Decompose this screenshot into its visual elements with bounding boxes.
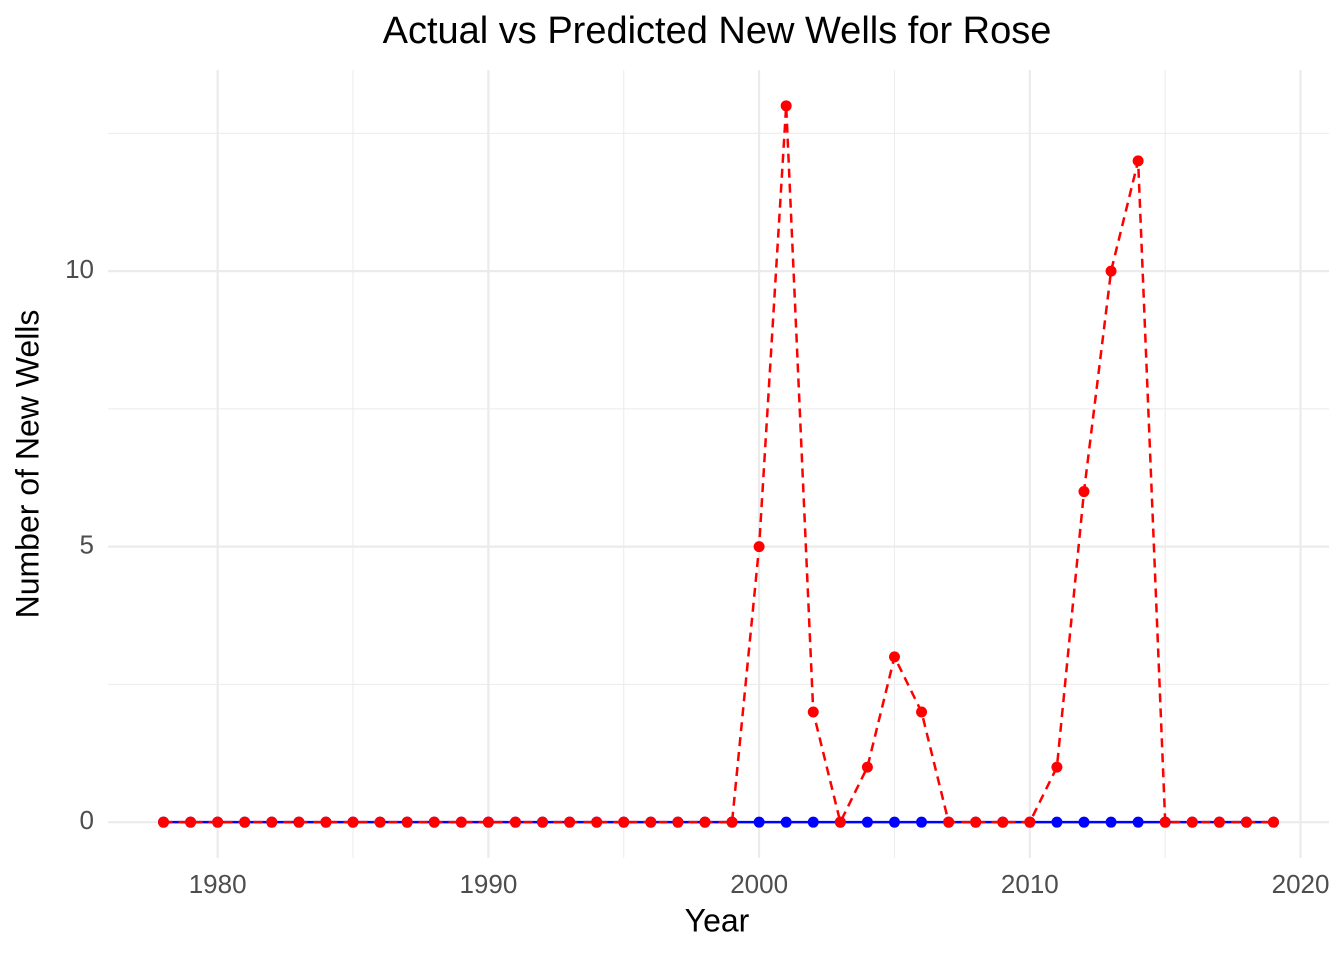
data-point	[699, 816, 711, 828]
data-point	[970, 816, 982, 828]
data-point	[943, 816, 955, 828]
data-point	[212, 816, 224, 828]
data-point	[1240, 816, 1252, 828]
data-point	[293, 816, 305, 828]
data-point	[1132, 816, 1144, 828]
data-point	[726, 816, 738, 828]
x-tick-label: 2010	[1001, 869, 1059, 899]
data-point	[807, 816, 819, 828]
data-point	[320, 816, 332, 828]
data-point	[888, 816, 900, 828]
y-tick-label: 0	[80, 805, 94, 835]
data-point	[1105, 265, 1117, 277]
data-point	[564, 816, 576, 828]
x-tick-label: 1980	[189, 869, 247, 899]
data-point	[1186, 816, 1198, 828]
chart-title: Actual vs Predicted New Wells for Rose	[383, 10, 1052, 52]
data-point	[753, 816, 765, 828]
x-tick-label: 2020	[1272, 869, 1330, 899]
data-point	[834, 816, 846, 828]
data-point	[428, 816, 440, 828]
data-point	[807, 706, 819, 718]
data-point	[591, 816, 603, 828]
data-point	[780, 816, 792, 828]
data-point	[537, 816, 549, 828]
data-point	[1051, 816, 1063, 828]
data-point	[158, 816, 169, 828]
data-point	[1159, 816, 1171, 828]
data-point	[185, 816, 197, 828]
y-axis-label: Number of New Wells	[9, 310, 45, 619]
x-axis-label: Year	[685, 902, 750, 938]
data-point	[1078, 486, 1090, 498]
y-tick-label: 5	[80, 530, 94, 560]
data-point	[861, 816, 873, 828]
series-line	[163, 105, 1274, 826]
data-point	[888, 651, 900, 663]
data-point	[1051, 761, 1063, 773]
y-tick-label: 10	[65, 254, 94, 284]
data-point	[997, 816, 1009, 828]
data-point	[1105, 816, 1117, 828]
data-point	[1132, 155, 1144, 167]
data-point	[916, 816, 928, 828]
data-point	[482, 816, 494, 828]
data-point	[780, 100, 792, 112]
data-point	[1024, 816, 1036, 828]
x-tick-label: 1990	[459, 869, 517, 899]
data-point	[401, 816, 413, 828]
data-point	[916, 706, 928, 718]
data-point	[455, 816, 467, 828]
data-point	[1268, 816, 1279, 828]
x-tick-label: 2000	[730, 869, 788, 899]
data-point	[1213, 816, 1225, 828]
data-point	[645, 816, 657, 828]
data-point	[266, 816, 278, 828]
data-point	[347, 816, 359, 828]
data-point	[1078, 816, 1090, 828]
data-point	[509, 816, 521, 828]
data-point	[753, 541, 765, 553]
data-point	[374, 816, 386, 828]
data-point	[618, 816, 630, 828]
data-point	[672, 816, 684, 828]
data-point	[239, 816, 251, 828]
data-point	[861, 761, 873, 773]
